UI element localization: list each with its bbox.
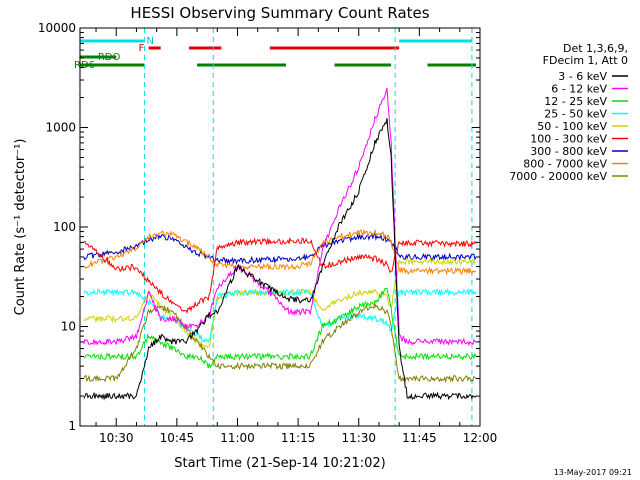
- y-axis: 1 10 100 1000 10000: [38, 21, 480, 433]
- series-line: [83, 236, 477, 314]
- series-line: [83, 87, 477, 347]
- x-tick-label: 11:15: [281, 431, 316, 445]
- legend-label: 100 - 300 keV: [530, 133, 607, 146]
- y-tick-label: 10: [61, 320, 76, 334]
- legend-label: 12 - 25 keV: [544, 95, 607, 108]
- legend-label: 3 - 6 keV: [558, 70, 607, 83]
- f-flag-label: F: [139, 43, 145, 54]
- x-tick-label: 10:45: [160, 431, 195, 445]
- series-lines: [83, 87, 477, 401]
- y-tick-label: 1000: [45, 121, 76, 135]
- series-line: [83, 287, 477, 369]
- rdo-flag-label: RDO: [98, 52, 121, 63]
- rd6-flag-label: RD6: [74, 60, 95, 71]
- series-line: [83, 118, 477, 401]
- footer-timestamp: 13-May-2017 09:21: [554, 468, 632, 477]
- legend-label: 7000 - 20000 keV: [509, 170, 607, 183]
- y-axis-label: Count Rate (s⁻¹ detector⁻¹): [13, 139, 28, 316]
- series-line: [83, 287, 477, 344]
- legend-label: 800 - 7000 keV: [523, 158, 607, 171]
- legend-label: 6 - 12 keV: [551, 83, 607, 96]
- legend-label: 300 - 800 keV: [530, 145, 607, 158]
- legend-header-1: Det 1,3,6,9,: [563, 42, 628, 55]
- y-tick-label: 100: [53, 220, 76, 234]
- legend-label: 50 - 100 keV: [537, 120, 607, 133]
- x-axis: 10:30 10:45 11:00 11:15 11:30 11:45 12:00: [95, 28, 498, 445]
- legend-header-2: FDecim 1, Att 0: [543, 54, 628, 67]
- n-flag-label: N: [147, 36, 154, 47]
- y-tick-label: 1: [68, 419, 76, 433]
- x-tick-label: 12:00: [463, 431, 498, 445]
- x-tick-label: 10:30: [99, 431, 134, 445]
- x-tick-label: 11:45: [402, 431, 437, 445]
- series-line: [83, 303, 477, 384]
- chart-title: HESSI Observing Summary Count Rates: [130, 4, 429, 22]
- y-tick-label: 10000: [38, 21, 76, 35]
- x-tick-label: 11:00: [220, 431, 255, 445]
- legend-label: 25 - 50 keV: [544, 108, 607, 121]
- series-line: [83, 228, 477, 276]
- x-axis-label: Start Time (21-Sep-14 10:21:02): [174, 456, 385, 471]
- x-tick-label: 11:30: [341, 431, 376, 445]
